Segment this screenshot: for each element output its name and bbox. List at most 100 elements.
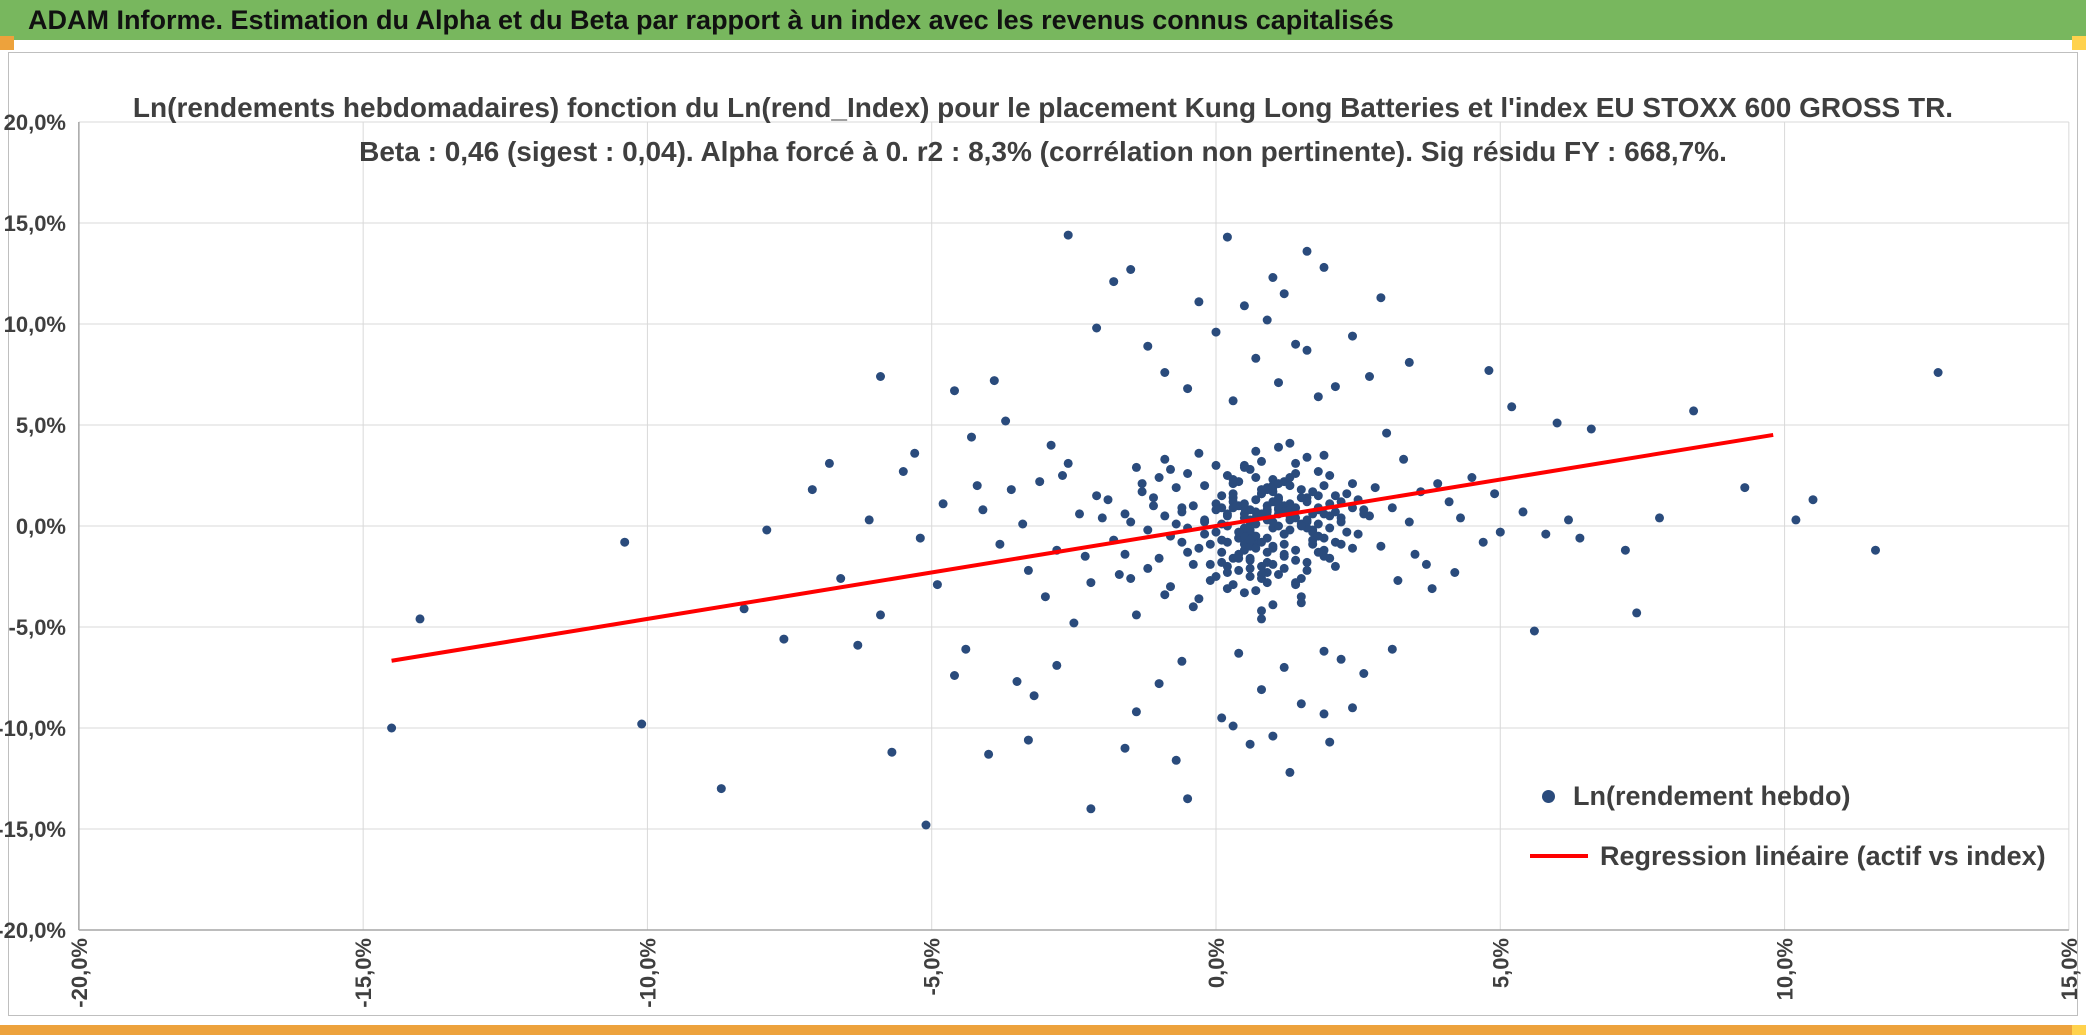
- scatter-point: [1330, 537, 1340, 547]
- scatter-point: [1296, 485, 1306, 495]
- scatter-point: [1166, 582, 1175, 592]
- scatter-point: [1120, 549, 1130, 559]
- accent-square-top-left: [0, 36, 14, 50]
- scatter-point: [1234, 553, 1244, 563]
- scatter-point: [1217, 713, 1227, 723]
- scatter-point: [1330, 491, 1340, 501]
- scatter-point: [1285, 438, 1295, 448]
- scatter-point: [1154, 473, 1164, 482]
- scatter-point: [1274, 378, 1283, 388]
- chart-title: Ln(rendements hebdomadaires) fonction du…: [0, 86, 2086, 174]
- scatter-point: [1086, 804, 1096, 814]
- scatter-point: [1018, 519, 1028, 529]
- legend-item-regression[interactable]: Regression linéaire (actif vs index): [1530, 835, 2046, 877]
- scatter-point: [1194, 297, 1204, 307]
- scatter-point: [1655, 513, 1664, 523]
- scatter-point: [1620, 545, 1630, 555]
- scatter-point: [807, 485, 817, 495]
- scatter-point: [1177, 503, 1187, 513]
- scatter-point: [1239, 588, 1249, 598]
- scatter-point: [1063, 230, 1073, 240]
- legend-item-points[interactable]: Ln(rendement hebdo): [1530, 775, 2046, 817]
- scatter-point: [1279, 563, 1289, 573]
- scatter-point: [1467, 473, 1477, 482]
- scatter-point: [1268, 731, 1278, 741]
- bottom-accent-bar: [0, 1025, 2086, 1035]
- scatter-point: [1251, 495, 1261, 505]
- scatter-point: [1120, 743, 1130, 753]
- scatter-point: [1365, 372, 1374, 381]
- y-axis-tick-label: -10,0%: [0, 716, 66, 741]
- scatter-point: [910, 448, 920, 458]
- scatter-point: [1012, 677, 1022, 686]
- scatter-point: [1382, 428, 1392, 438]
- scatter-point: [1279, 662, 1289, 672]
- scatter-point: [1194, 543, 1204, 553]
- scatter-point: [1285, 481, 1295, 491]
- scatter-point: [1808, 495, 1818, 505]
- scatter-point: [637, 719, 647, 729]
- scatter-point: [1484, 366, 1494, 375]
- scatter-point: [1342, 527, 1352, 537]
- scatter-point: [1092, 491, 1102, 501]
- scatter-point: [1160, 454, 1170, 464]
- y-axis-tick-label: 15,0%: [4, 211, 66, 236]
- scatter-point: [1552, 418, 1562, 428]
- scatter-point: [1103, 495, 1113, 505]
- scatter-point: [1137, 487, 1147, 497]
- scatter-point: [779, 634, 789, 644]
- scatter-point: [1245, 553, 1255, 563]
- scatter-point: [1393, 576, 1403, 585]
- scatter-point: [1319, 481, 1329, 491]
- scatter-point: [1200, 517, 1210, 527]
- scatter-point: [1217, 491, 1227, 501]
- scatter-point: [1291, 513, 1301, 523]
- scatter-point: [1376, 293, 1386, 303]
- x-axis-tick-label: -5,0%: [920, 938, 945, 995]
- scatter-point: [1274, 495, 1283, 505]
- x-axis-tick-label: -15,0%: [351, 938, 376, 1008]
- scatter-point: [1632, 608, 1642, 618]
- scatter-point: [415, 614, 425, 624]
- scatter-point: [1245, 739, 1255, 749]
- scatter-point: [1308, 539, 1318, 549]
- scatter-point: [995, 539, 1005, 549]
- scatter-point: [1330, 561, 1340, 571]
- scatter-point: [876, 372, 885, 381]
- scatter-point: [932, 580, 942, 590]
- scatter-point: [1222, 509, 1232, 519]
- scatter-point: [1404, 357, 1414, 367]
- scatter-point: [1376, 541, 1386, 551]
- scatter-point: [1092, 323, 1102, 333]
- chart-frame: [8, 52, 2078, 1016]
- scatter-point: [1228, 396, 1238, 406]
- scatter-point: [1257, 489, 1266, 499]
- scatter-point: [1251, 446, 1261, 456]
- scatter-point: [1023, 565, 1033, 575]
- scatter-point: [1211, 572, 1221, 581]
- scatter-point: [1251, 543, 1261, 553]
- scatter-point: [1268, 600, 1278, 610]
- scatter-point: [1421, 559, 1431, 569]
- scatter-point: [1228, 580, 1238, 590]
- scatter-point: [1160, 511, 1170, 521]
- scatter-point: [1109, 277, 1119, 287]
- chart-title-line2: Beta : 0,46 (sigest : 0,04). Alpha forcé…: [359, 136, 1727, 167]
- scatter-point: [1285, 525, 1295, 535]
- scatter-point: [1291, 580, 1301, 590]
- scatter-point: [1410, 549, 1420, 559]
- scatter-point: [1211, 527, 1221, 537]
- scatter-point: [1308, 487, 1318, 497]
- scatter-point: [1126, 574, 1136, 583]
- scatter-point: [739, 604, 749, 614]
- scatter-point: [1188, 559, 1198, 569]
- scatter-point: [1143, 525, 1153, 535]
- scatter-point: [1456, 513, 1465, 523]
- scatter-point: [1154, 553, 1164, 563]
- scatter-point: [915, 533, 925, 543]
- scatter-point: [1126, 517, 1136, 527]
- scatter-point: [1296, 598, 1306, 608]
- scatter-point: [1149, 493, 1158, 503]
- scatter-point: [1086, 578, 1096, 588]
- scatter-point: [898, 467, 908, 476]
